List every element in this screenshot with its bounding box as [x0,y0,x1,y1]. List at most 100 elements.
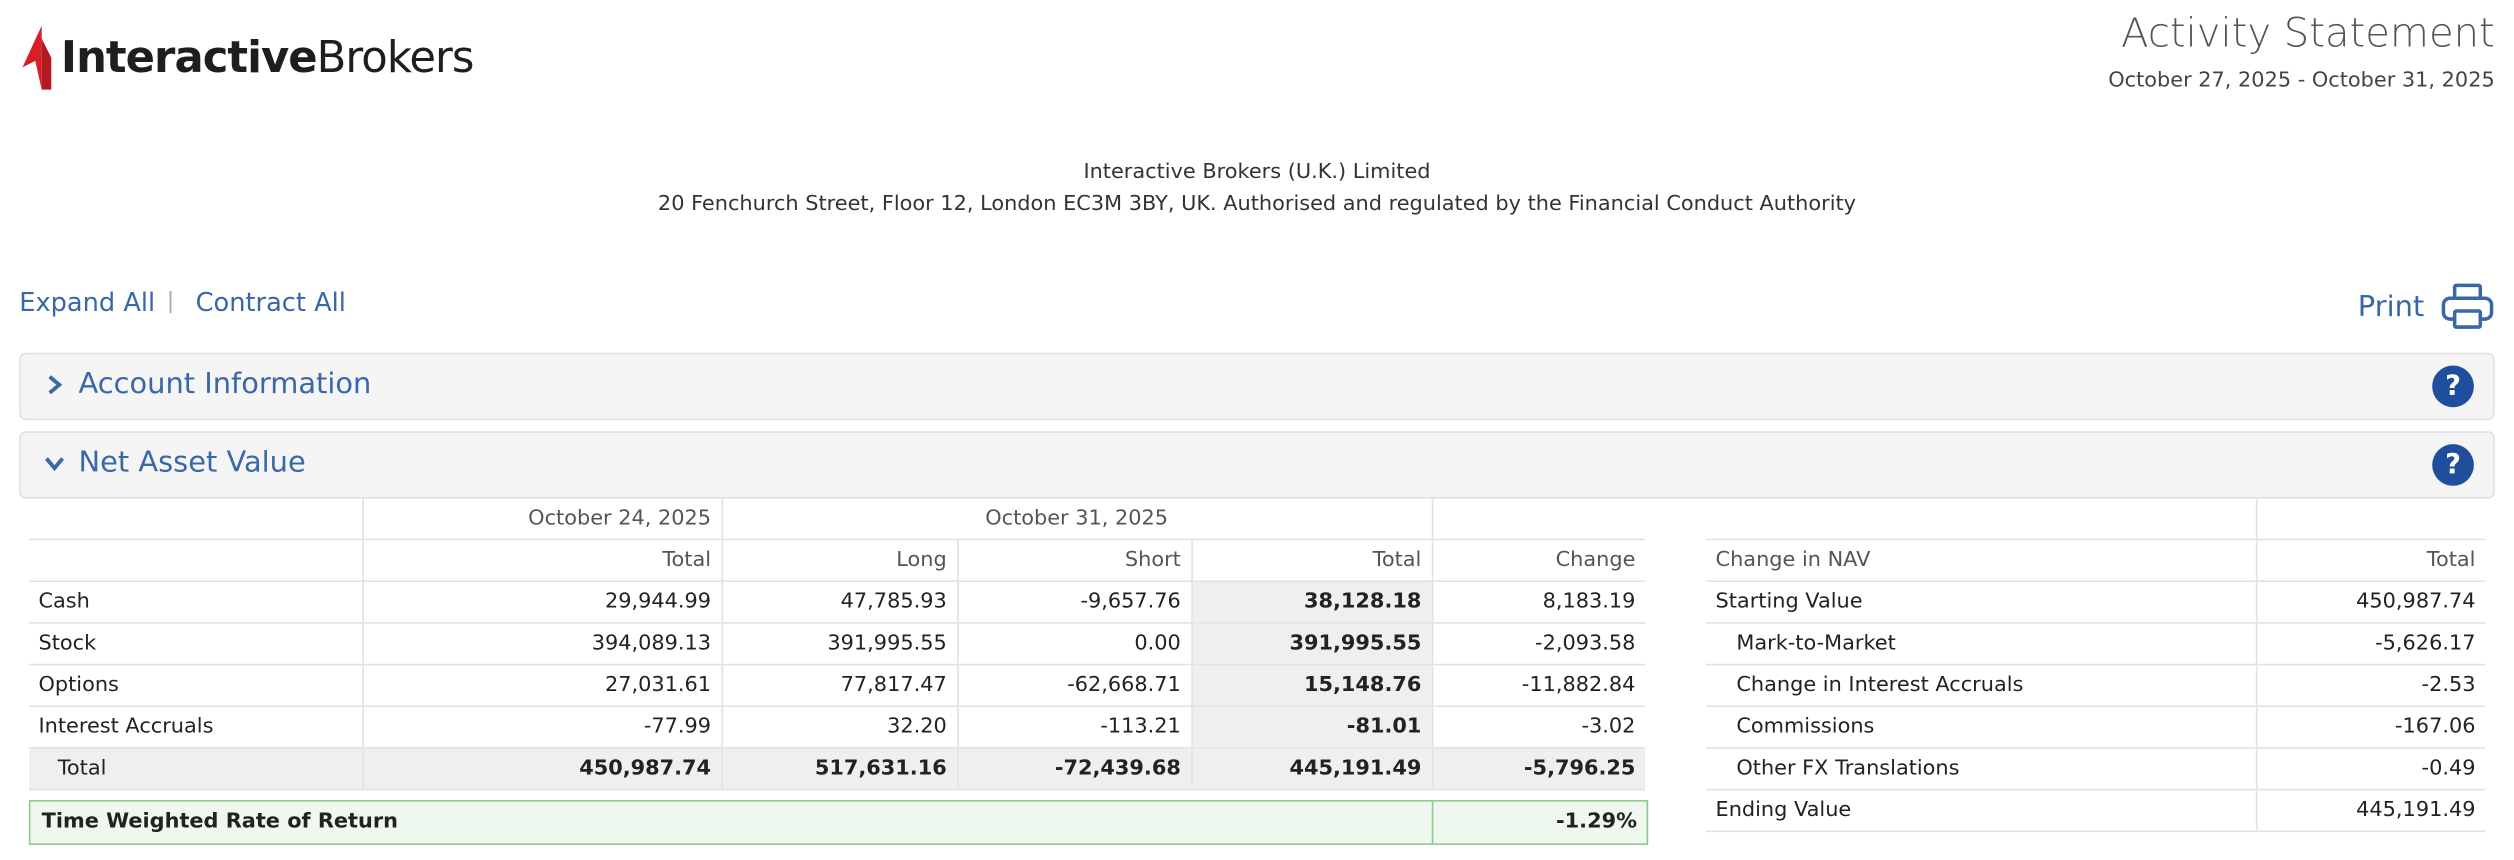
column-header: Change [1430,539,1646,582]
value-cell: 445,191.49 [2255,789,2486,833]
cell [1430,498,1646,541]
total-cell: -5,796.25 [1430,747,1646,791]
chevron [48,375,63,395]
total-cell: 517,631.16 [720,747,958,791]
row-label: Change in Interest Accruals [1705,664,2256,708]
value-cell: 0.00 [956,622,1192,666]
print-label: Print [2357,289,2425,324]
group-header: October 31, 2025 [720,498,1432,541]
value-cell: -2.53 [2255,664,2486,708]
cell [1705,498,2256,541]
column-header: Short [956,539,1192,582]
row-label: Interest Accruals [28,706,363,749]
total-cell: 445,191.49 [1190,747,1432,791]
cell [28,498,363,541]
nav-row: Interest Accruals -77.99 32.20 -113.21 -81.0… [28,706,1646,749]
logo-text: InteractiveBrokers [60,32,475,83]
column-header: Total [2255,539,2486,582]
value-cell: -81.01 [1190,706,1432,749]
blank-row [1705,498,2486,541]
total-label: Total [28,747,363,791]
nav-row: Cash 29,944.99 47,785.93 -9,657.76 38,128.18… [28,581,1646,624]
company-address: 20 Fenchurch Street, Floor 12, London EC… [657,192,1857,217]
help-icon[interactable]: ? [2432,365,2474,408]
value-cell: 8,183.19 [1430,581,1646,624]
change-header-row: Change in NAV Total [1705,539,2486,582]
value-cell: -167.06 [2255,706,2486,749]
printer-icon [2441,283,2494,329]
total-row: Total 450,987.74 517,631.16 -72,439.68 445,1… [28,747,1646,791]
contract-all[interactable]: Contract All [195,286,346,318]
change-row: Other FX Translations -0.49 [1705,747,2486,791]
value-cell: -113.21 [956,706,1192,749]
value-cell: -62,668.71 [956,664,1192,708]
group-header-row: October 24, 2025 October 31, 2025 [28,498,1646,541]
logo-icon [22,25,52,90]
row-label: Starting Value [1705,581,2256,624]
nav-table: October 24, 2025 October 31, 2025 Total Lon… [28,498,1646,791]
value-cell: 394,089.13 [361,622,722,666]
change-row: Starting Value 450,987.74 [1705,581,2486,624]
cell [28,539,363,582]
value-cell: -3.02 [1430,706,1646,749]
value-cell: 29,944.99 [361,581,722,624]
value-cell: 38,128.18 [1190,581,1432,624]
separator: | [166,288,175,315]
help-icon[interactable]: ? [2432,444,2474,486]
total-cell: -72,439.68 [956,747,1192,791]
group-header: October 24, 2025 [361,498,722,541]
row-label: Ending Value [1705,789,2256,833]
row-label: Other FX Translations [1705,747,2256,791]
row-label: Cash [28,581,363,624]
print-button[interactable]: Print [2358,282,2495,330]
logo-bold: Interactive [60,32,318,83]
logo-light: Brokers [316,32,475,83]
statement-period: October 27, 2025 - October 31, 2025 [2108,68,2495,93]
column-header: Change in NAV [1705,539,2256,582]
change-table: Change in NAV Total Starting Value 450,987.… [1705,498,2486,833]
statement-title: Activity Statement [2121,9,2495,57]
column-header: Total [1190,539,1432,582]
value-cell: 450,987.74 [2255,581,2486,624]
nav-row: Stock 394,089.13 391,995.55 0.00 391,995.55-… [28,622,1646,666]
row-label: Stock [28,622,363,666]
section-header[interactable]: Net Asset Value? [19,431,2495,499]
section-title: Account Information [78,367,372,401]
value-cell: 47,785.93 [720,581,958,624]
row-label: Options [28,664,363,708]
column-header: Long [720,539,958,582]
value-cell: -11,882.84 [1430,664,1646,708]
twr-divider [1431,801,1434,844]
section-title: Net Asset Value [78,445,306,480]
value-cell: -5,626.17 [2255,622,2486,666]
column-header: Total [361,539,722,582]
change-row: Commissions -167.06 [1705,706,2486,749]
logo: InteractiveBrokers [19,22,475,93]
twr-label: Time Weighted Rate of Return [41,809,398,834]
value-cell: 77,817.47 [720,664,958,708]
change-row: Ending Value 445,191.49 [1705,789,2486,833]
nav-row: Options 27,031.61 77,817.47 -62,668.71 15,14… [28,664,1646,708]
row-label: Mark-to-Market [1705,622,2256,666]
value-cell: 391,995.55 [720,622,958,666]
chevron [45,457,65,472]
column-header-row: Total Long Short Total Change [28,539,1646,582]
company-name: Interactive Brokers (U.K.) Limited [1083,160,1431,185]
value-cell: 32.20 [720,706,958,749]
value-cell: 27,031.61 [361,664,722,708]
value-cell: 15,148.76 [1190,664,1432,708]
row-label: Commissions [1705,706,2256,749]
value-cell: -2,093.58 [1430,622,1646,666]
value-cell: -77.99 [361,706,722,749]
change-row: Change in Interest Accruals -2.53 [1705,664,2486,708]
value-cell: -9,657.76 [956,581,1192,624]
cell [2255,498,2486,541]
twr-value: -1.29% [1556,809,1637,834]
value-cell: 391,995.55 [1190,622,1432,666]
expand-all[interactable]: Expand All [19,286,156,318]
section-header[interactable]: Account Information? [19,352,2495,421]
value-cell: -0.49 [2255,747,2486,791]
